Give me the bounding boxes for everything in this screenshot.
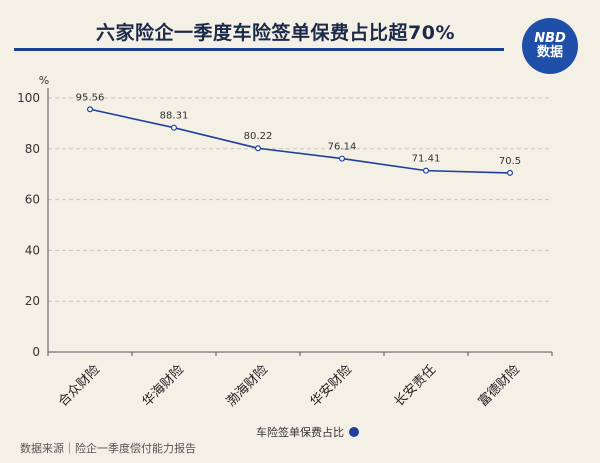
series-line [89,108,511,174]
data-label: 80.22 [244,131,273,142]
data-label: 95.56 [76,92,105,103]
title-underline [14,48,504,51]
y-axis-unit: % [39,74,49,87]
y-tick-label: 20 [25,294,40,308]
y-tick-label: 100 [17,91,40,105]
logo-text-data: 数据 [536,45,563,60]
logo-text-nbd: NBD [534,31,566,47]
nbd-logo: NBD 数据 [522,18,578,74]
data-point [423,167,430,174]
data-label: 70.5 [499,156,521,167]
legend-label: 车险签单保费占比 [256,425,344,439]
data-point [339,155,346,162]
y-tick-label: 60 [25,193,40,207]
data-label: 88.31 [160,111,189,122]
x-category-label: 华安财险 [308,362,355,409]
data-point [255,145,262,152]
x-category-label: 渤海财险 [223,362,271,410]
data-point [171,124,178,131]
data-source: 数据来源｜险企一季度偿付能力报告 [20,442,196,455]
x-category-label: 富德财险 [475,362,523,410]
y-tick-label: 80 [25,142,40,156]
x-category-label: 长安责任 [392,362,439,409]
x-category-label: 华海财险 [140,362,187,409]
chart-title: 六家险企一季度车险签单保费占比超70% [96,22,455,44]
y-tick-label: 0 [32,345,40,359]
data-point [86,106,93,113]
x-category-label: 合众财险 [56,362,103,409]
data-label: 76.14 [328,142,357,153]
data-label: 71.41 [412,154,441,165]
data-point [507,169,514,176]
y-tick-label: 40 [25,243,40,257]
legend-marker [349,427,359,437]
